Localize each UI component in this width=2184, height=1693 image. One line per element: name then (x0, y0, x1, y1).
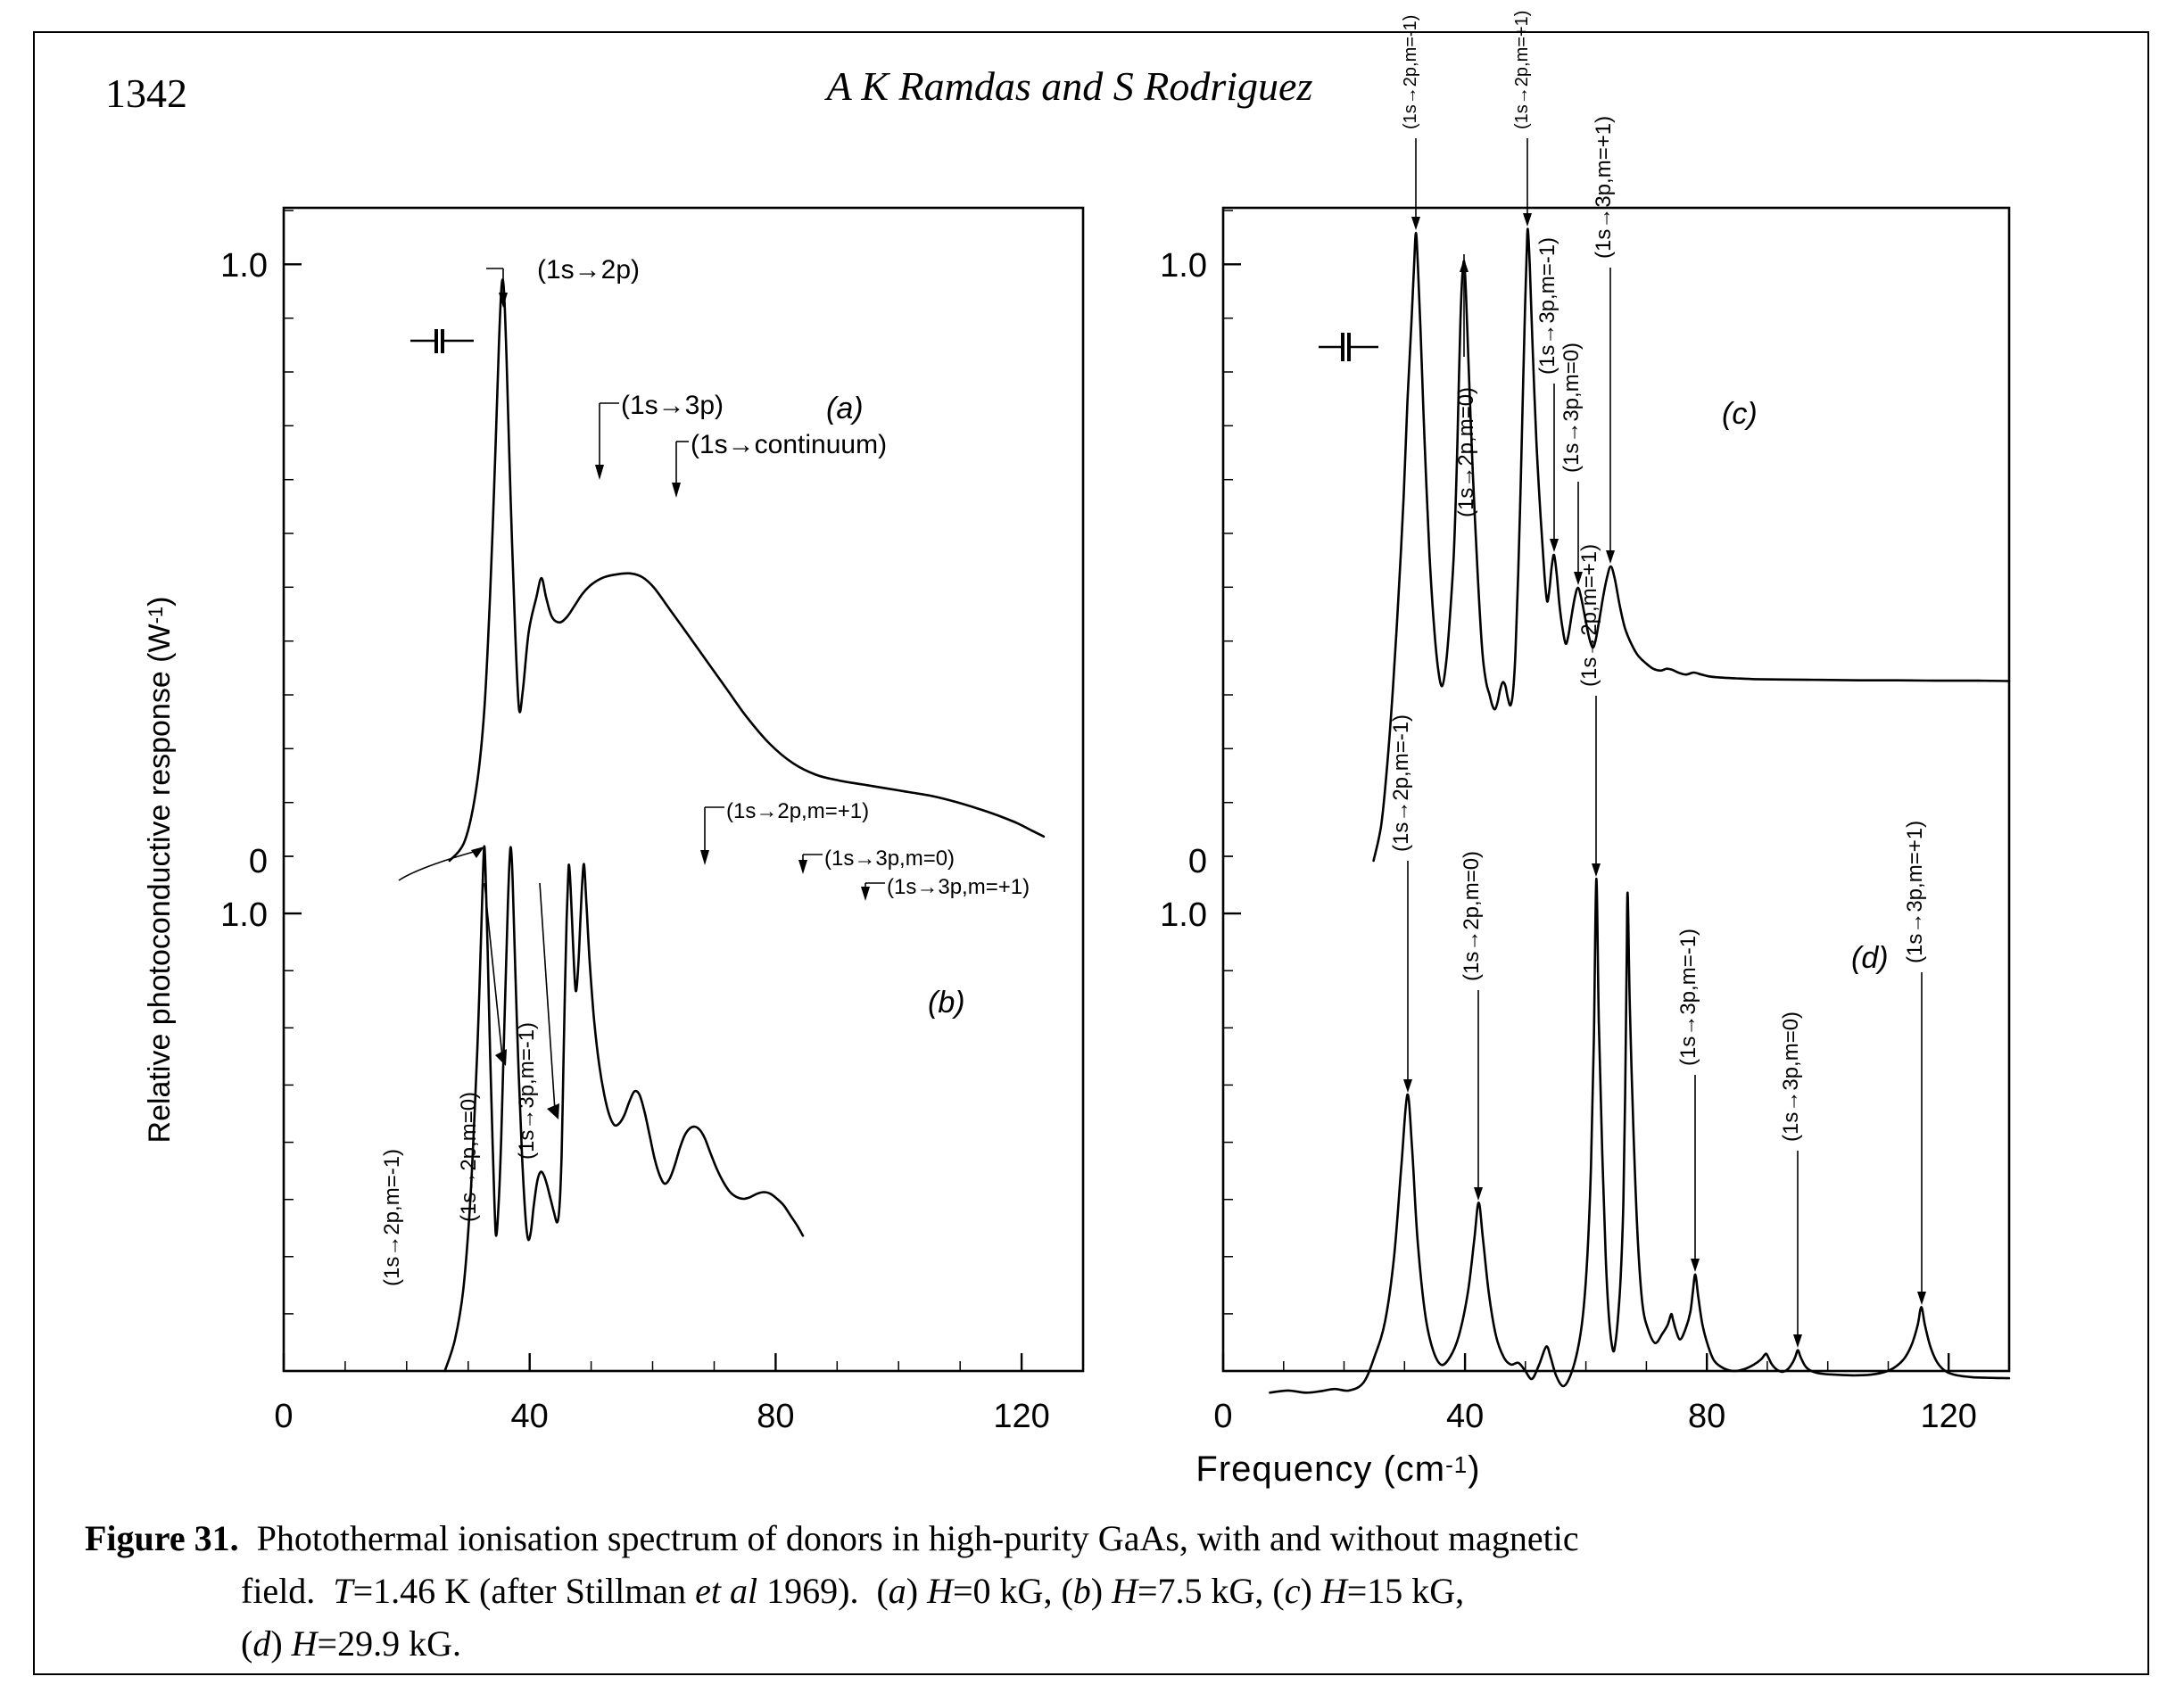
svg-text:(1s→2p,m=0): (1s→2p,m=0) (1460, 851, 1484, 981)
svg-text:80: 80 (757, 1398, 794, 1435)
svg-text:(1s→2p,m=-1): (1s→2p,m=-1) (1401, 15, 1420, 129)
svg-text:(1s→3p,m=0): (1s→3p,m=0) (1779, 1012, 1803, 1142)
svg-text:0: 0 (274, 1398, 293, 1435)
svg-text:(1s→2p,m=-1): (1s→2p,m=-1) (380, 1149, 404, 1286)
svg-text:80: 80 (1688, 1398, 1725, 1435)
svg-text:(1s→2p,m=0): (1s→2p,m=0) (457, 1092, 481, 1222)
svg-text:(1s→2p): (1s→2p) (537, 255, 640, 285)
svg-text:Relative photoconductive respo: Relative photoconductive response (W-1) (143, 597, 177, 1144)
svg-text:0: 0 (1213, 1398, 1232, 1435)
svg-text:(1s→2p,m=-1): (1s→2p,m=-1) (1389, 714, 1413, 852)
svg-text:(1s→3p,m=-1): (1s→3p,m=-1) (515, 1022, 539, 1160)
svg-text:(a): (a) (826, 392, 864, 425)
svg-text:(1s→3p,m=+1): (1s→3p,m=+1) (1903, 821, 1927, 963)
svg-text:(1s→2p,m=+1): (1s→2p,m=+1) (726, 799, 869, 823)
svg-text:0: 0 (249, 843, 268, 880)
svg-text:40: 40 (1446, 1398, 1484, 1435)
svg-text:1.0: 1.0 (1160, 896, 1207, 934)
svg-text:(d): (d) (1851, 941, 1889, 975)
svg-text:1.0: 1.0 (220, 247, 268, 285)
svg-text:1.0: 1.0 (220, 896, 268, 934)
svg-text:(1s→3p,m=-1): (1s→3p,m=-1) (1676, 929, 1700, 1066)
svg-text:(1s→3p,m=0): (1s→3p,m=0) (824, 846, 955, 871)
svg-text:0: 0 (1188, 843, 1207, 880)
svg-text:120: 120 (993, 1398, 1049, 1435)
svg-text:(1s→2p,m=+1): (1s→2p,m=+1) (1512, 11, 1532, 129)
svg-text:(c): (c) (1722, 397, 1758, 431)
svg-text:(1s→3p,m=+1): (1s→3p,m=+1) (1592, 116, 1616, 259)
svg-text:(1s→2p,m=0): (1s→2p,m=0) (1454, 387, 1478, 517)
svg-text:40: 40 (511, 1398, 549, 1435)
svg-text:(b): (b) (928, 986, 965, 1020)
svg-text:Frequency (cm-1): Frequency (cm-1) (1195, 1449, 1480, 1489)
svg-text:(1s→continuum): (1s→continuum) (691, 430, 887, 459)
svg-text:120: 120 (1920, 1398, 1976, 1435)
svg-text:(1s→2p,m=+1): (1s→2p,m=+1) (1577, 544, 1601, 687)
svg-text:(1s→3p): (1s→3p) (621, 391, 724, 420)
svg-text:(1s→3p,m=0): (1s→3p,m=0) (1559, 343, 1584, 473)
svg-text:(1s→3p,m=+1): (1s→3p,m=+1) (887, 875, 1030, 899)
svg-text:1.0: 1.0 (1160, 247, 1207, 285)
svg-text:(1s→3p,m=-1): (1s→3p,m=-1) (1535, 237, 1559, 375)
